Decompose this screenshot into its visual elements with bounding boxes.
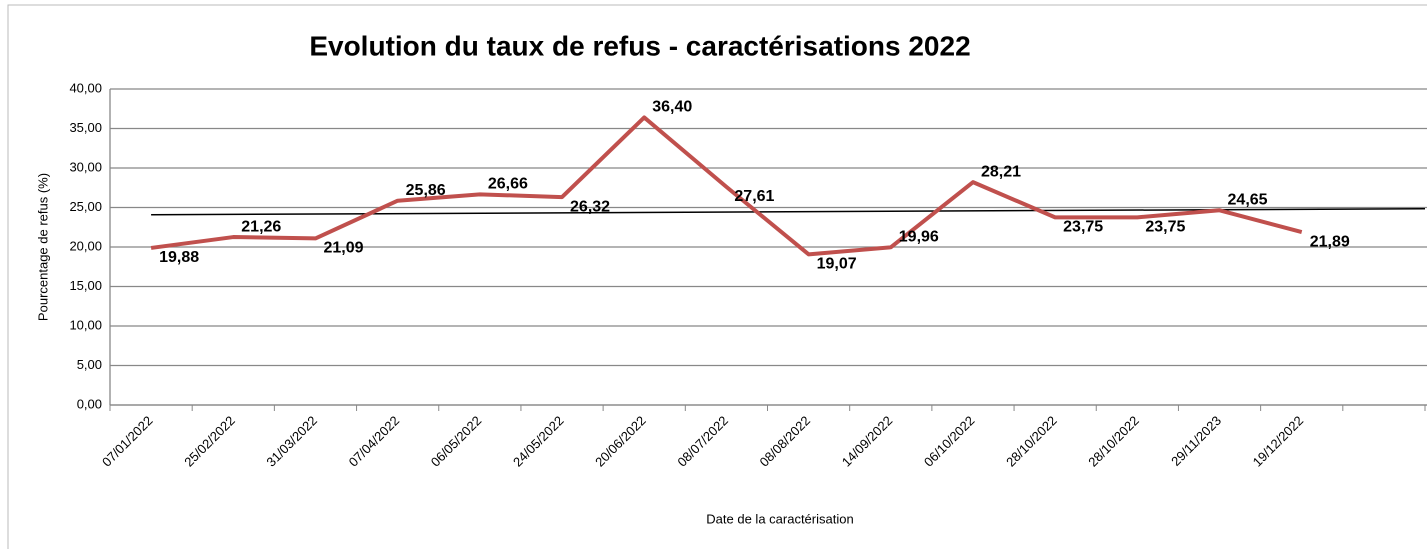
y-tick-label: 25,00 xyxy=(69,199,102,214)
data-label: 21,09 xyxy=(323,240,363,257)
chart-title: Evolution du taux de refus - caractérisa… xyxy=(309,30,970,61)
data-label: 25,86 xyxy=(406,182,446,199)
data-label: 19,07 xyxy=(817,256,857,273)
data-label: 23,75 xyxy=(1063,219,1103,236)
y-axis-label: Pourcentage de refus (%) xyxy=(35,173,50,321)
y-tick-label: 20,00 xyxy=(69,238,102,253)
chart-frame xyxy=(7,4,1427,549)
data-label: 26,32 xyxy=(570,198,610,215)
y-tick-label: 35,00 xyxy=(69,120,102,135)
data-label: 19,88 xyxy=(159,249,199,266)
data-label: 24,65 xyxy=(1228,191,1268,208)
data-label: 21,89 xyxy=(1310,233,1350,250)
y-tick-label: 0,00 xyxy=(77,396,102,411)
y-tick-label: 5,00 xyxy=(77,357,102,372)
data-label: 36,40 xyxy=(652,99,692,116)
data-label: 19,96 xyxy=(899,229,939,246)
x-axis-label: Date de la caractérisation xyxy=(706,511,853,526)
data-label: 28,21 xyxy=(981,163,1021,180)
y-tick-label: 30,00 xyxy=(69,159,102,174)
y-tick-label: 15,00 xyxy=(69,278,102,293)
data-label: 27,61 xyxy=(734,188,774,205)
data-label: 23,75 xyxy=(1145,219,1185,236)
data-label: 21,26 xyxy=(241,218,281,235)
y-tick-label: 10,00 xyxy=(69,317,102,332)
data-line xyxy=(150,115,1303,257)
data-label: 26,66 xyxy=(488,176,528,193)
y-tick-label: 40,00 xyxy=(69,80,102,95)
